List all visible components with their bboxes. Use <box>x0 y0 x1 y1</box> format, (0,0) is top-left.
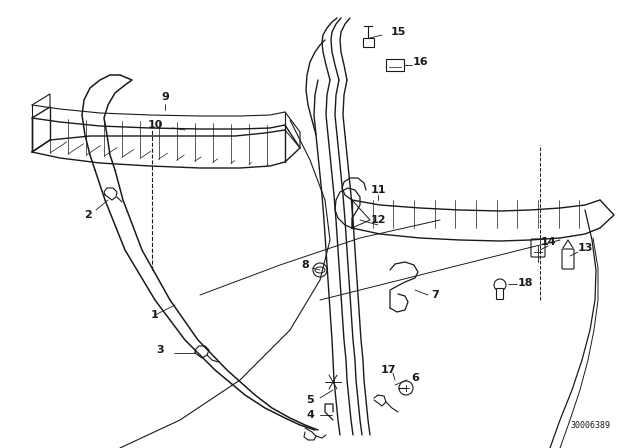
Text: 18: 18 <box>517 278 532 288</box>
Circle shape <box>494 279 506 291</box>
Text: 5: 5 <box>306 395 314 405</box>
Text: 12: 12 <box>371 215 386 225</box>
Text: 11: 11 <box>371 185 386 195</box>
Text: 3: 3 <box>156 345 164 355</box>
Text: 6: 6 <box>411 373 419 383</box>
Text: 10: 10 <box>147 120 163 130</box>
Ellipse shape <box>315 267 325 273</box>
Text: 14: 14 <box>540 237 556 247</box>
Text: 2: 2 <box>84 210 92 220</box>
Text: 9: 9 <box>161 92 169 102</box>
Circle shape <box>399 381 413 395</box>
FancyBboxPatch shape <box>497 289 504 300</box>
Text: 4: 4 <box>306 410 314 420</box>
FancyBboxPatch shape <box>562 249 574 269</box>
Text: 1: 1 <box>151 310 159 320</box>
Text: 13: 13 <box>577 243 593 253</box>
FancyBboxPatch shape <box>531 239 545 257</box>
FancyBboxPatch shape <box>386 59 404 71</box>
Text: 7: 7 <box>431 290 439 300</box>
Text: 30006389: 30006389 <box>570 421 610 430</box>
Text: 17: 17 <box>380 365 396 375</box>
Circle shape <box>313 263 327 277</box>
Text: 8: 8 <box>301 260 309 270</box>
Text: 15: 15 <box>390 27 406 37</box>
FancyBboxPatch shape <box>362 38 374 47</box>
Text: 16: 16 <box>412 57 428 67</box>
